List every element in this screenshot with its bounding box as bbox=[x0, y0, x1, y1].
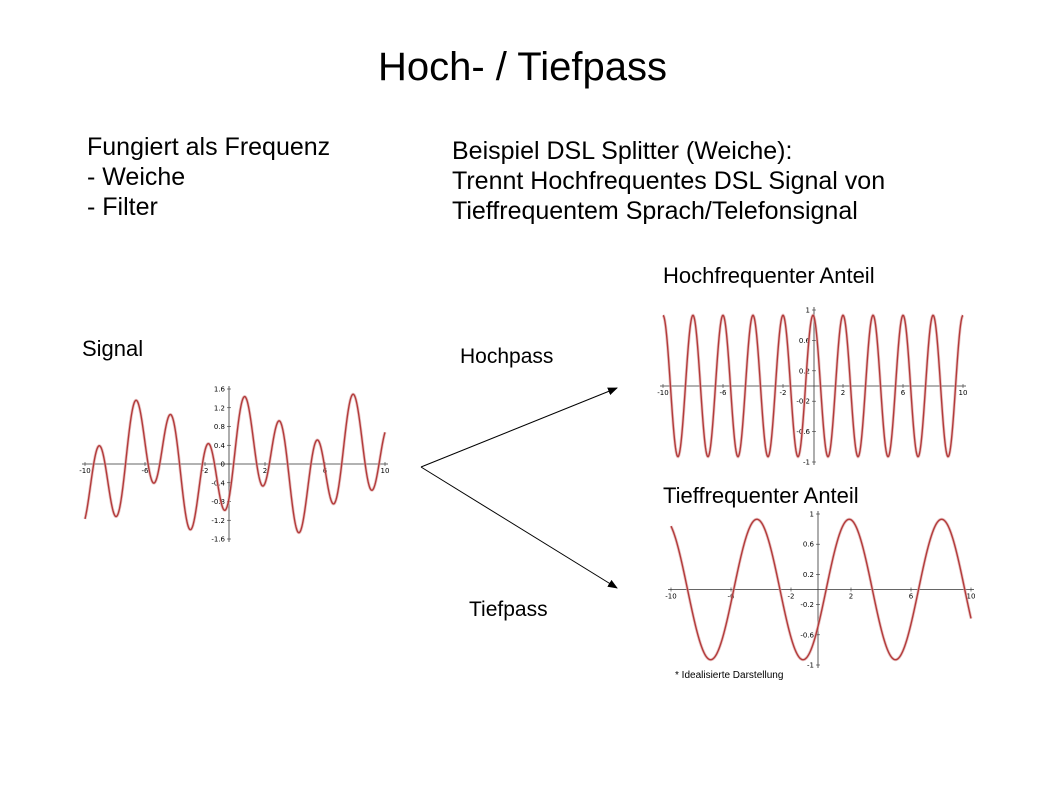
high-y-tick-label: 0.2 bbox=[799, 367, 810, 375]
high-curve bbox=[662, 314, 964, 458]
low-y-tick-label: -0.6 bbox=[800, 631, 814, 639]
low-x-tick-label: 10 bbox=[967, 593, 976, 601]
signal-x-tick-label: -6 bbox=[142, 467, 150, 475]
high-x-tick-label: 2 bbox=[841, 389, 845, 397]
high-x-tick-label: -2 bbox=[780, 389, 787, 397]
highpass-label: Hochpass bbox=[460, 345, 554, 368]
signal-label: Signal bbox=[82, 336, 144, 361]
low-y-tick-label: -1 bbox=[807, 662, 814, 670]
low-y-tick-label: 1 bbox=[810, 511, 814, 519]
footnote: * Idealisierte Darstellung bbox=[675, 670, 784, 681]
signal-curve-shadow bbox=[83, 392, 387, 535]
low-y-tick-label: -0.2 bbox=[800, 601, 814, 609]
high-x-tick-label: 6 bbox=[901, 389, 906, 397]
high-x-tick-label: -6 bbox=[720, 389, 728, 397]
low-y-tick-label: 0.2 bbox=[803, 571, 814, 579]
slide-title: Hoch- / Tiefpass bbox=[377, 45, 667, 89]
signal-y-tick-label: 1.6 bbox=[214, 386, 226, 394]
lowpass-label: Tiefpass bbox=[469, 598, 548, 621]
signal-x-tick-label: 10 bbox=[381, 467, 390, 475]
signal-x-tick-label: -2 bbox=[202, 467, 209, 475]
intro-line: Fungiert als Frequenz bbox=[87, 133, 331, 161]
example-text: Beispiel DSL Splitter (Weiche): Trennt H… bbox=[452, 136, 885, 226]
high-y-tick-label: 1 bbox=[806, 307, 810, 315]
signal-x-tick-label: 2 bbox=[263, 467, 267, 475]
signal-y-tick-label: 0.8 bbox=[214, 423, 225, 431]
signal-y-tick-label: 0 bbox=[221, 461, 225, 469]
low-component-label: Tieffrequenter Anteil bbox=[663, 483, 859, 508]
high-x-tick-label: -10 bbox=[657, 389, 668, 397]
low-x-tick-label: -10 bbox=[665, 593, 676, 601]
low-x-tick-label: -2 bbox=[788, 593, 795, 601]
example-line: Trennt Hochfrequentes DSL Signal von bbox=[452, 167, 886, 195]
signal-y-tick-label: -1.2 bbox=[211, 517, 225, 525]
signal-curve bbox=[84, 393, 386, 534]
low-curve bbox=[670, 518, 972, 661]
highpass-arrow bbox=[420, 387, 618, 468]
low-y-tick-label: 0.6 bbox=[803, 541, 815, 549]
high-y-tick-label: -1 bbox=[803, 459, 810, 467]
signal-y-tick-label: -1.6 bbox=[211, 536, 225, 544]
signal-y-tick-label: -0.8 bbox=[211, 498, 225, 506]
high-y-tick-label: 0.6 bbox=[799, 337, 811, 345]
low-x-tick-label: 6 bbox=[909, 593, 914, 601]
intro-text: Fungiert als Frequenz - Weiche - Filter bbox=[87, 132, 330, 222]
high-component-label: Hochfrequenter Anteil bbox=[663, 263, 875, 288]
intro-line: - Weiche bbox=[87, 163, 186, 191]
high-x-tick-label: 10 bbox=[959, 389, 968, 397]
intro-line: - Filter bbox=[87, 193, 158, 221]
signal-y-tick-label: 1.2 bbox=[214, 404, 225, 412]
example-line: Beispiel DSL Splitter (Weiche): bbox=[452, 137, 793, 165]
low-x-tick-label: 2 bbox=[849, 593, 853, 601]
example-line: Tieffrequentem Sprach/Telefonsignal bbox=[452, 197, 858, 225]
signal-x-tick-label: -10 bbox=[79, 467, 90, 475]
lowpass-arrow bbox=[420, 466, 618, 589]
signal-y-tick-label: 0.4 bbox=[214, 442, 226, 450]
